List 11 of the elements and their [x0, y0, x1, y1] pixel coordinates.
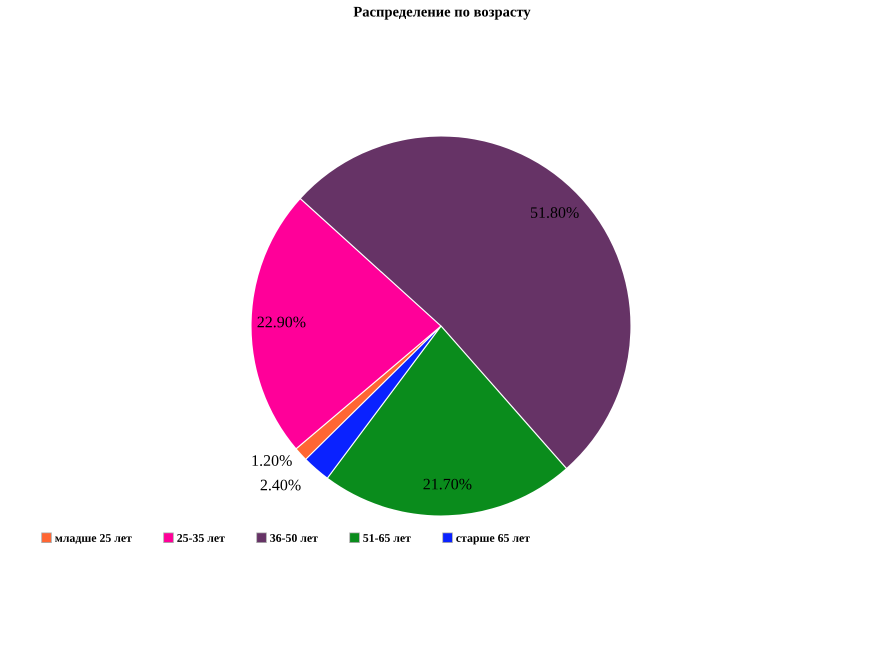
data-label: 51.80%: [530, 207, 579, 218]
legend-label: 36-50 лет: [270, 534, 318, 542]
data-label: 1.20%: [252, 455, 292, 466]
legend-label: старше 65 лет: [456, 534, 530, 544]
chart-title: Распределение по возрасту: [354, 6, 530, 20]
data-label: 2.40%: [260, 480, 301, 490]
legend-label: 51-65 лет: [363, 534, 411, 542]
data-label: 21.70%: [423, 478, 472, 490]
data-label: 22.90%: [258, 316, 306, 328]
legend-label: 25-35 лет: [177, 534, 225, 542]
legend-label: младше 25 лет: [55, 534, 132, 544]
